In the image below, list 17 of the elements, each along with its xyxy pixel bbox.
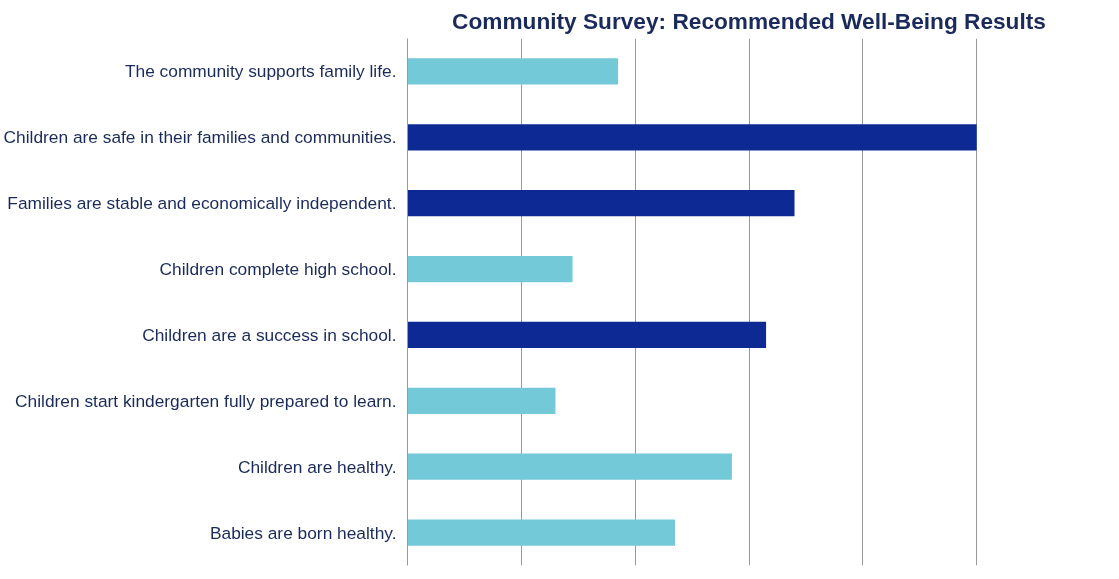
y-tick-label: Children are a success in school.	[142, 324, 397, 345]
bar	[407, 124, 977, 151]
y-tick-label: The community supports family life.	[124, 61, 397, 82]
bar	[407, 190, 795, 217]
bar	[407, 453, 732, 480]
y-tick-label: Families are stable and economically independent.	[7, 193, 397, 214]
bar	[407, 387, 556, 414]
chart-title: Community Survey: Recommended Well-Being Results	[452, 7, 1046, 34]
bar	[407, 255, 573, 283]
y-tick-label: Babies are born healthy.	[209, 522, 397, 543]
y-tick-label: Children are healthy.	[237, 456, 397, 477]
y-tick-label: Children complete high school.	[159, 259, 397, 280]
bar	[407, 58, 619, 85]
y-tick-label: Children start kindergarten fully prepared to learn.	[15, 390, 397, 411]
bar	[407, 519, 676, 546]
y-tick-label: Children are safe in their families and communities.	[3, 127, 397, 148]
bar	[407, 321, 767, 349]
